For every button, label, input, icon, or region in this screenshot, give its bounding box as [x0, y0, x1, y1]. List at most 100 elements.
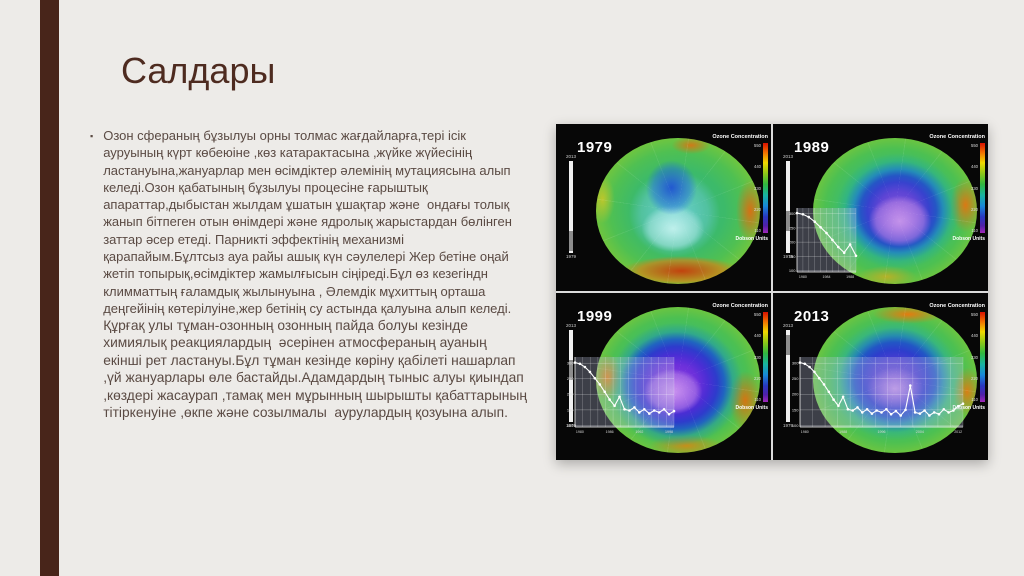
colorbar-units-label: Dobson Units: [735, 405, 769, 411]
svg-text:100: 100: [792, 423, 799, 428]
svg-text:2012: 2012: [954, 430, 962, 434]
colorbar-gradient: [763, 312, 768, 402]
timeline: 2013 1979: [561, 154, 581, 260]
svg-text:2004: 2004: [916, 430, 924, 434]
colorbar-ticks: 550 440 330 220 110: [754, 312, 761, 402]
panel-year-label: 1999: [577, 308, 613, 325]
colorbar-title: Ozone Concentration: [929, 303, 985, 309]
ozone-panel-1979: 1979 2013 1979 Ozone Concentration 550 44…: [556, 124, 771, 291]
timeline-bottom-label: 1979: [782, 423, 793, 428]
colorbar-group: Ozone Concentration 550 440 330 220 110 Dobs…: [712, 303, 768, 411]
timeline-bar: [569, 161, 573, 253]
ozone-globe-1999: [596, 307, 760, 453]
svg-text:1984: 1984: [823, 275, 831, 279]
timeline-marker: [786, 211, 790, 232]
timeline-bottom-label: 1979: [565, 423, 576, 428]
colorbar-tick: 550: [754, 143, 761, 148]
timeline-bar: [786, 161, 790, 253]
panel-year-label: 1979: [577, 139, 613, 156]
colorbar-title: Ozone Concentration: [712, 134, 768, 140]
colorbar-ticks: 550 440 330 220 110: [971, 143, 978, 233]
colorbar-tick: 110: [754, 228, 761, 233]
slide-body: ▪ Озон сфераның бұзылуы орны толмас жағд…: [90, 127, 528, 421]
svg-text:200: 200: [567, 392, 574, 397]
colorbar-gradient: [763, 143, 768, 233]
svg-text:200: 200: [792, 392, 799, 397]
bullet-text-block: Озон сфераның бұзылуы орны толмас жағдай…: [103, 127, 528, 421]
colorbar-tick: 110: [971, 397, 978, 402]
bullet-paragraph-1: Озон сфераның бұзылуы орны толмас жағдай…: [103, 128, 516, 316]
svg-text:150: 150: [567, 407, 574, 412]
svg-text:250: 250: [789, 225, 796, 230]
colorbar-units-label: Dobson Units: [735, 236, 769, 242]
svg-text:1998: 1998: [665, 430, 673, 434]
ozone-panel-1989: 1989 2013 1979 Ozone Concentration 550 44…: [773, 124, 988, 291]
svg-text:200: 200: [789, 240, 796, 245]
bullet-paragraph-2: Құрғақ улы тұман-озонның озонның пайда б…: [103, 318, 531, 420]
left-accent-bar: [40, 0, 59, 576]
timeline-marker: [786, 335, 790, 356]
timeline-top-label: 2013: [782, 323, 793, 328]
svg-text:1980: 1980: [799, 275, 807, 279]
colorbar-group: Ozone Concentration 550 440 330 220 110 Dobs…: [929, 303, 985, 411]
colorbar-units-label: Dobson Units: [952, 236, 986, 242]
colorbar-tick: 440: [971, 164, 978, 170]
timeline: 2013 1979: [778, 154, 798, 260]
svg-text:1992: 1992: [635, 430, 643, 434]
colorbar-title: Ozone Concentration: [929, 134, 985, 140]
svg-text:1988: 1988: [839, 430, 847, 434]
colorbar-tick: 220: [971, 206, 978, 212]
timeline-top-label: 2013: [782, 154, 793, 159]
figure-horizontal-divider: [556, 291, 988, 293]
colorbar-tick: 550: [754, 312, 761, 317]
colorbar-title: Ozone Concentration: [712, 303, 768, 309]
colorbar-ticks: 550 440 330 220 110: [971, 312, 978, 402]
colorbar-tick: 330: [754, 354, 761, 360]
colorbar-tick: 220: [754, 375, 761, 381]
svg-text:100: 100: [789, 268, 796, 273]
colorbar-gradient: [980, 312, 985, 402]
svg-text:1980: 1980: [801, 430, 809, 434]
panel-year-label: 1989: [794, 139, 830, 156]
ozone-maps-figure: 1979 2013 1979 Ozone Concentration 550 44…: [556, 124, 988, 460]
svg-text:150: 150: [789, 254, 796, 259]
svg-text:300: 300: [789, 211, 796, 216]
panel-year-label: 2013: [794, 308, 830, 325]
colorbar-tick: 110: [971, 228, 978, 233]
ozone-globe-1989: [813, 138, 977, 284]
colorbar-tick: 440: [754, 164, 761, 170]
colorbar-ticks: 550 440 330 220 110: [754, 143, 761, 233]
timeline-marker: [569, 230, 573, 251]
colorbar-gradient: [980, 143, 985, 233]
timeline: 2013 1979: [778, 323, 798, 429]
svg-text:300: 300: [567, 361, 574, 366]
colorbar-tick: 220: [754, 206, 761, 212]
ozone-globe-2013: [813, 307, 977, 453]
svg-text:1986: 1986: [606, 430, 614, 434]
colorbar-units-label: Dobson Units: [952, 405, 986, 411]
svg-text:100: 100: [567, 423, 574, 428]
ozone-panel-2013: 2013 2013 1979 Ozone Concentration 550 44…: [773, 293, 988, 460]
colorbar-tick: 220: [971, 375, 978, 381]
slide-title: Салдары: [121, 50, 276, 91]
timeline-top-label: 2013: [565, 323, 576, 328]
svg-text:250: 250: [792, 376, 799, 381]
colorbar-tick: 550: [971, 312, 978, 317]
timeline-bottom-label: 1979: [565, 254, 576, 259]
svg-text:1980: 1980: [576, 430, 584, 434]
colorbar-tick: 550: [971, 143, 978, 148]
colorbar-group: Ozone Concentration 550 440 330 220 110 Dobs…: [929, 134, 985, 242]
colorbar-tick: 330: [971, 185, 978, 191]
colorbar-tick: 110: [754, 397, 761, 402]
timeline-bottom-label: 1979: [782, 254, 793, 259]
timeline-marker: [569, 359, 573, 380]
timeline-bar: [569, 330, 573, 422]
svg-text:300: 300: [792, 361, 799, 366]
timeline-top-label: 2013: [565, 154, 576, 159]
svg-text:250: 250: [567, 376, 574, 381]
ozone-panel-1999: 1999 2013 1979 Ozone Concentration 550 44…: [556, 293, 771, 460]
colorbar-tick: 440: [971, 333, 978, 339]
